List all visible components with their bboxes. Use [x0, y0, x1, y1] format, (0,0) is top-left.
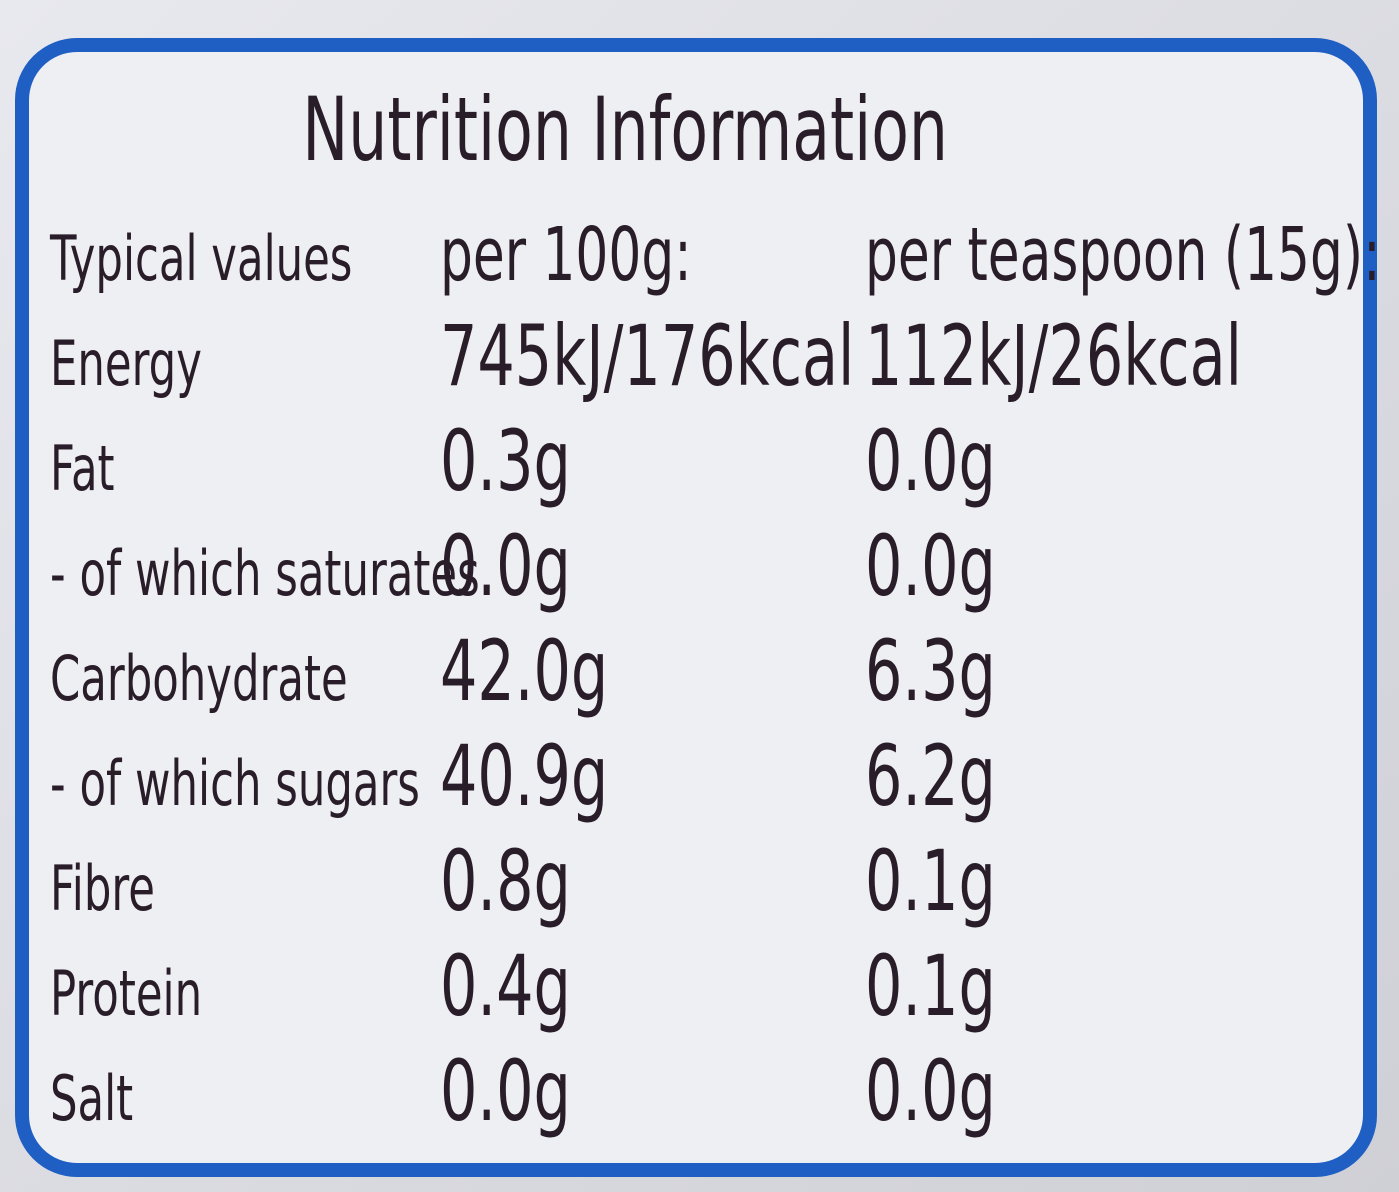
row-label: Energy — [50, 327, 202, 400]
row-label: Salt — [50, 1062, 133, 1135]
cell-value: 0.0g — [865, 519, 996, 616]
cell-value: 0.1g — [865, 939, 996, 1036]
column-header: per 100g: — [440, 213, 692, 299]
cell-value: 112kJ/26kcal — [865, 309, 1242, 406]
cell-value: 745kJ/176kcal — [440, 309, 854, 406]
cell-value: 42.0g — [440, 624, 608, 721]
table: Nutrition Information Typical values per … — [49, 79, 1380, 1141]
cell-value: 0.8g — [440, 834, 571, 931]
cell-value: 0.0g — [440, 519, 571, 616]
row-label: - of which sugars — [50, 747, 420, 820]
row-label: Protein — [50, 957, 202, 1030]
cell-value: 40.9g — [440, 729, 608, 826]
row-label: Fibre — [50, 852, 155, 925]
cell-value: 0.3g — [440, 414, 571, 511]
cell-value: 0.0g — [865, 1044, 996, 1141]
row-label: Fat — [50, 432, 115, 505]
cell-value: 6.3g — [865, 624, 996, 721]
cell-value: 0.4g — [440, 939, 571, 1036]
row-label: Carbohydrate — [50, 642, 348, 715]
cell-value: 0.0g — [865, 414, 996, 511]
cell-value: 0.1g — [865, 834, 996, 931]
cell-value: 6.2g — [865, 729, 996, 826]
panel-border — [15, 38, 1377, 1177]
row-label: - of which saturates — [50, 537, 480, 610]
column-header: per teaspoon (15g): — [865, 213, 1381, 299]
row-header: Typical values — [49, 222, 352, 295]
cell-value: 0.0g — [440, 1044, 571, 1141]
title: Nutrition Information — [302, 79, 948, 181]
